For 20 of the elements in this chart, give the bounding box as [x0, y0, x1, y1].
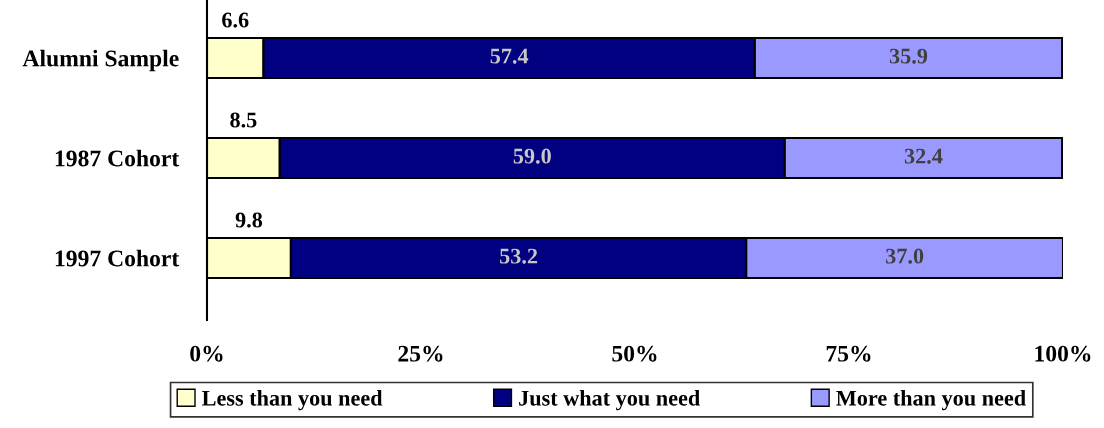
data-label: 37.0	[886, 248, 924, 264]
legend-label: More than you need	[836, 390, 1026, 411]
data-label: 53.2	[500, 248, 538, 264]
data-label: 32.4	[904, 148, 943, 164]
data-label: 57.4	[490, 48, 529, 64]
x-tick-label: 75%	[826, 345, 871, 362]
x-tick-label: 0%	[190, 345, 223, 362]
data-label: 8.5	[230, 112, 257, 128]
x-tick-label: 25%	[398, 345, 443, 362]
legend-label: Less than you need	[202, 390, 383, 411]
x-tick-label: 50%	[612, 345, 657, 362]
y-tick-label: 1987 Cohort	[55, 149, 180, 167]
data-label: 9.8	[235, 212, 263, 228]
data-label: 6.6	[222, 12, 249, 28]
legend-label: Just what you need	[519, 390, 700, 411]
y-tick-label: Alumni Sample	[22, 49, 179, 72]
y-tick-label: 1997 Cohort	[55, 249, 180, 267]
data-label: 35.9	[889, 48, 928, 64]
data-label: 59.0	[513, 148, 551, 164]
x-tick-label: 100%	[1035, 345, 1091, 362]
